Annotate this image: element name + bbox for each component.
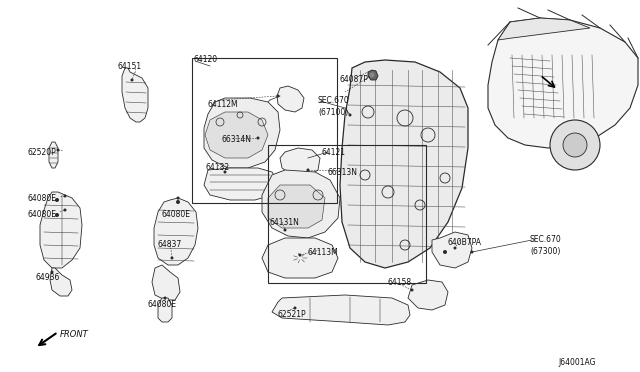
Circle shape	[307, 169, 310, 171]
Text: (67100): (67100)	[318, 108, 348, 117]
Circle shape	[410, 289, 413, 292]
Polygon shape	[268, 185, 325, 228]
Circle shape	[563, 133, 587, 157]
Text: SEC.670: SEC.670	[318, 96, 349, 105]
Text: 62521P: 62521P	[278, 310, 307, 319]
Circle shape	[131, 78, 134, 81]
Text: 64121: 64121	[322, 148, 346, 157]
Polygon shape	[204, 98, 280, 168]
Text: 64080E: 64080E	[28, 210, 57, 219]
Bar	[268, 145, 426, 283]
Circle shape	[369, 73, 374, 77]
Polygon shape	[158, 298, 172, 322]
Polygon shape	[154, 198, 198, 265]
Circle shape	[276, 94, 280, 97]
Polygon shape	[498, 18, 590, 40]
Circle shape	[177, 196, 179, 199]
Text: 64113M: 64113M	[308, 248, 339, 257]
Polygon shape	[340, 60, 468, 268]
Circle shape	[454, 247, 456, 250]
Circle shape	[163, 296, 166, 299]
Bar	[192, 58, 337, 203]
Circle shape	[176, 200, 180, 204]
Circle shape	[257, 137, 259, 140]
Text: J64001AG: J64001AG	[558, 358, 595, 367]
Polygon shape	[488, 18, 638, 148]
Circle shape	[349, 113, 351, 116]
Polygon shape	[262, 170, 340, 238]
Polygon shape	[277, 86, 304, 112]
Circle shape	[55, 198, 59, 202]
Polygon shape	[152, 265, 180, 300]
Polygon shape	[280, 148, 320, 176]
Text: 64131N: 64131N	[270, 218, 300, 227]
Circle shape	[550, 120, 600, 170]
Circle shape	[284, 228, 287, 231]
Text: SEC.670: SEC.670	[530, 235, 562, 244]
Circle shape	[294, 307, 296, 310]
Text: 64837: 64837	[158, 240, 182, 249]
Polygon shape	[408, 280, 448, 310]
Text: 64132: 64132	[205, 163, 229, 172]
Text: 640B7PA: 640B7PA	[448, 238, 482, 247]
Text: 64151: 64151	[118, 62, 142, 71]
Polygon shape	[204, 168, 278, 200]
Polygon shape	[49, 142, 58, 168]
Text: FRONT: FRONT	[60, 330, 89, 339]
Text: 62520P: 62520P	[28, 148, 57, 157]
Text: 64120: 64120	[193, 55, 217, 64]
Text: 64080E: 64080E	[28, 194, 57, 203]
Text: (67300): (67300)	[530, 247, 561, 256]
Circle shape	[56, 148, 60, 151]
Circle shape	[63, 195, 67, 198]
Text: 64158: 64158	[388, 278, 412, 287]
Polygon shape	[205, 112, 268, 158]
Text: 66313N: 66313N	[328, 168, 358, 177]
Polygon shape	[432, 232, 472, 268]
Circle shape	[170, 257, 173, 260]
Text: 64087P: 64087P	[340, 75, 369, 84]
Circle shape	[470, 250, 474, 253]
Polygon shape	[40, 192, 82, 268]
Polygon shape	[368, 70, 378, 80]
Text: 64080E: 64080E	[162, 210, 191, 219]
Circle shape	[298, 253, 301, 257]
Circle shape	[63, 208, 67, 212]
Circle shape	[223, 170, 227, 173]
Polygon shape	[122, 68, 148, 122]
Polygon shape	[50, 268, 72, 296]
Polygon shape	[272, 295, 410, 325]
Text: 64080E: 64080E	[148, 300, 177, 309]
Text: 66314N: 66314N	[222, 135, 252, 144]
Circle shape	[55, 213, 59, 217]
Circle shape	[51, 270, 54, 273]
Text: 64112M: 64112M	[208, 100, 239, 109]
Circle shape	[443, 250, 447, 254]
Polygon shape	[262, 238, 338, 278]
Text: 64936: 64936	[35, 273, 60, 282]
